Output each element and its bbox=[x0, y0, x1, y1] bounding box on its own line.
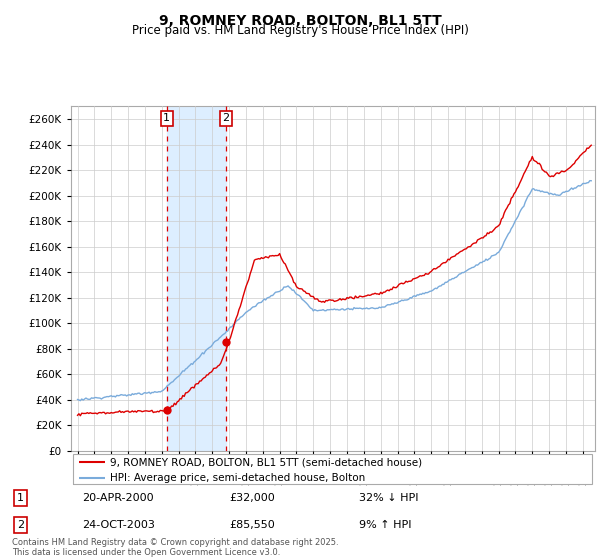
Text: 32% ↓ HPI: 32% ↓ HPI bbox=[359, 493, 418, 503]
Bar bbox=[167, 106, 226, 451]
Text: 2: 2 bbox=[17, 520, 24, 530]
Text: 9, ROMNEY ROAD, BOLTON, BL1 5TT (semi-detached house): 9, ROMNEY ROAD, BOLTON, BL1 5TT (semi-de… bbox=[110, 457, 422, 467]
Text: Contains HM Land Registry data © Crown copyright and database right 2025.
This d: Contains HM Land Registry data © Crown c… bbox=[12, 538, 338, 557]
Text: 2: 2 bbox=[223, 113, 230, 123]
Text: 1: 1 bbox=[163, 113, 170, 123]
Text: 9% ↑ HPI: 9% ↑ HPI bbox=[359, 520, 412, 530]
Text: £85,550: £85,550 bbox=[229, 520, 275, 530]
Text: Price paid vs. HM Land Registry's House Price Index (HPI): Price paid vs. HM Land Registry's House … bbox=[131, 24, 469, 37]
FancyBboxPatch shape bbox=[73, 454, 592, 484]
Text: £32,000: £32,000 bbox=[229, 493, 275, 503]
Text: 9, ROMNEY ROAD, BOLTON, BL1 5TT: 9, ROMNEY ROAD, BOLTON, BL1 5TT bbox=[158, 14, 442, 28]
Text: 24-OCT-2003: 24-OCT-2003 bbox=[82, 520, 155, 530]
Text: 1: 1 bbox=[17, 493, 24, 503]
Text: HPI: Average price, semi-detached house, Bolton: HPI: Average price, semi-detached house,… bbox=[110, 473, 365, 483]
Text: 20-APR-2000: 20-APR-2000 bbox=[82, 493, 154, 503]
